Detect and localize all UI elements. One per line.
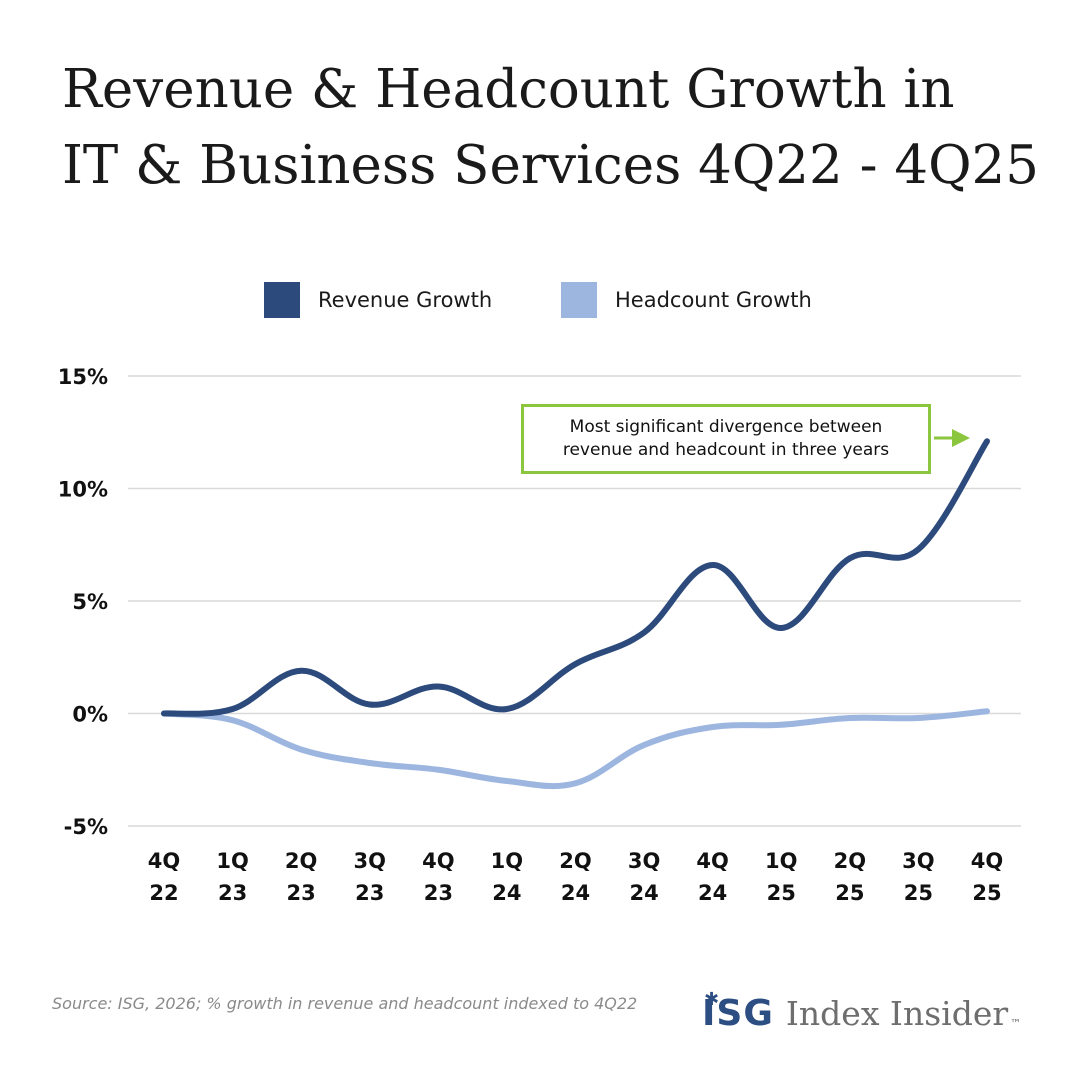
- legend-label-headcount: Headcount Growth: [615, 288, 812, 312]
- legend-label-revenue: Revenue Growth: [318, 288, 493, 312]
- chart-title-line-2: IT & Business Services 4Q22 - 4Q25: [62, 135, 1039, 196]
- y-tick-label-2: 5%: [72, 590, 108, 614]
- x-tick-label-9: 1Q 25: [765, 849, 797, 905]
- legend: Revenue Growth Headcount Growth: [0, 280, 1081, 320]
- legend-swatch-revenue: [264, 282, 300, 318]
- chart-title-line-1: Revenue & Headcount Growth in: [62, 59, 955, 120]
- x-tick-label-10: 2Q 25: [834, 849, 866, 905]
- y-tick-label-1: 0%: [72, 703, 108, 727]
- legend-swatch-headcount: [561, 282, 597, 318]
- x-tick-label-12: 4Q 25: [971, 849, 1003, 905]
- callout-line-1: Most significant divergence between: [569, 417, 883, 437]
- x-tick-label-8: 4Q 24: [696, 849, 728, 905]
- isg-logo-mark: ✱ ISG: [702, 989, 774, 1034]
- legend-item-headcount: Headcount Growth: [561, 280, 812, 320]
- callout-arrow: [934, 429, 970, 447]
- source-note: Source: ISG, 2026; % growth in revenue a…: [52, 994, 638, 1013]
- y-tick-label-0: -5%: [64, 815, 108, 839]
- headcount-growth-line: [161, 708, 990, 790]
- y-tick-label-3: 10%: [58, 478, 108, 502]
- y-tick-label-4: 15%: [58, 365, 108, 389]
- x-tick-label-4: 4Q 23: [422, 849, 454, 905]
- y-axis: -5% 0% 5% 10% 15%: [58, 365, 108, 839]
- logo-mark-text: ISG: [702, 993, 774, 1034]
- callout-line-2: revenue and headcount in three years: [562, 440, 890, 460]
- x-tick-label-6: 2Q 24: [559, 849, 591, 905]
- revenue-growth-line: [161, 438, 990, 717]
- annotation-callout: Most significant divergence between reve…: [521, 404, 931, 474]
- star-icon: ✱: [704, 989, 721, 1010]
- callout-arrow-head: [952, 429, 970, 447]
- x-tick-label-5: 1Q 24: [491, 849, 523, 905]
- x-tick-label-0: 4Q 22: [148, 849, 180, 905]
- trademark-symbol: ™: [1010, 1017, 1022, 1030]
- x-tick-label-11: 3Q 25: [902, 849, 934, 905]
- gridlines: [128, 375, 1021, 827]
- x-tick-label-1: 1Q 23: [216, 849, 248, 905]
- x-tick-label-7: 3Q 24: [628, 849, 660, 905]
- legend-item-revenue: Revenue Growth: [264, 280, 492, 320]
- x-axis: 4Q 22 1Q 23 2Q 23 3Q 23 4Q 23 1Q 24 2Q 24 3Q 24 4Q 24 1Q 25…: [148, 849, 1003, 905]
- x-tick-label-3: 3Q 23: [354, 849, 386, 905]
- x-tick-label-2: 2Q 23: [285, 849, 317, 905]
- logo-text: Index Insider: [785, 994, 1009, 1033]
- isg-logo: ✱ ISG Index Insider ™: [702, 984, 1021, 1034]
- chart-title: Revenue & Headcount Growth in IT & Busin…: [62, 52, 1042, 204]
- series-lines: [161, 438, 990, 790]
